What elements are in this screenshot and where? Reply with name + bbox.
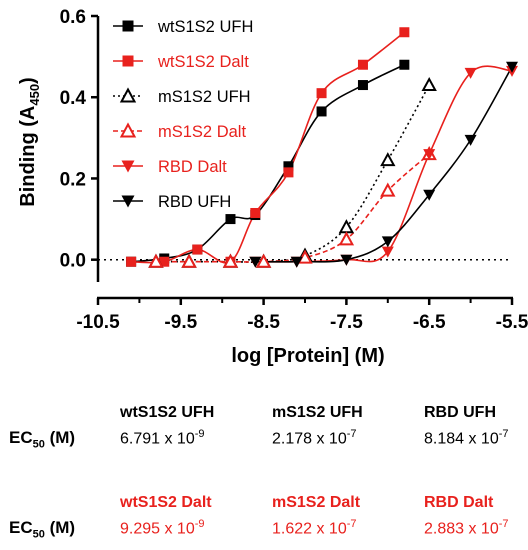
data-point [250,207,261,218]
legend-label: RBD Dalt [158,158,227,176]
data-point [381,236,394,248]
series-line-3 [155,153,430,263]
data-point [340,254,353,266]
ec50-value-wts1s2-ufh: 6.791 x 10-9 [120,428,205,448]
axes: 0.0 0.2 0.4 0.6 -10.5 -9.5 -8.5 -7.5 -6.5 -5.5 [60,7,528,333]
data-point [316,88,327,99]
data-point [148,253,164,268]
y-tick-label: 0.2 [60,169,86,190]
legend-label: RBD UFH [158,193,231,211]
legend-marker [119,87,137,103]
data-point [283,161,294,172]
data-point [181,253,197,268]
legend-marker [121,160,135,173]
ec50-row-label: EC50 (M) [9,518,76,541]
data-point [464,67,477,79]
data-markers [126,27,518,268]
data-point [283,167,294,178]
binding-curve-chart: 0.0 0.2 0.4 0.6 -10.5 -9.5 -8.5 -7.5 -6.5 -5.5 wt… [17,7,528,367]
data-point [192,244,203,255]
data-point [399,59,410,70]
ec50-name-rbd-ufh: RBD UFH [424,404,496,421]
data-point [421,76,437,92]
data-point [290,256,303,268]
data-point [255,253,272,268]
series-line-2 [155,84,430,263]
x-tick-label: -8.5 [247,312,280,333]
legend-label: wtS1S2 Dalt [157,53,249,71]
chart-legend: wtS1S2 UFH wtS1S2 Dalt mS1S2 UFH mS1S2 Dalt… [113,18,253,211]
ec50-name-wts1s2-ufh: wtS1S2 UFH [120,404,215,421]
data-point [423,149,436,161]
x-tick-label: -7.5 [330,312,363,333]
data-point [380,182,396,197]
y-tick-label: 0.4 [60,88,87,109]
x-axis-label: log [Protein] (M) [231,345,384,367]
y-tick-label: 0.6 [60,7,86,28]
legend-label: mS1S2 UFH [158,88,251,106]
legend-marker [122,55,134,67]
data-point [381,246,394,258]
ec50-name-ms1s2-ufh: mS1S2 UFH [272,404,363,421]
data-point [399,27,410,38]
ec50-value-ms1s2-dalt: 1.622 x 10-7 [272,518,357,538]
ec50-value-rbd-ufh: 8.184 x 10-7 [424,428,509,448]
data-point [316,106,327,117]
data-point [126,256,137,267]
data-point [338,231,355,246]
data-point [249,256,262,268]
ec50-value-rbd-dalt: 2.883 x 10-7 [424,518,509,538]
legend-label: mS1S2 Dalt [158,123,246,141]
legend-marker [119,122,137,138]
data-point [159,256,170,267]
data-point [506,61,518,73]
legend-label: wtS1S2 UFH [157,18,253,36]
data-point [222,253,239,268]
data-point [225,214,236,225]
x-tick-label: -6.5 [413,312,446,333]
y-axis-label: Binding (A450) [17,77,42,206]
data-point [423,189,436,201]
legend-marker [122,20,134,32]
data-point [464,134,477,146]
data-point [357,80,368,91]
data-point [357,59,368,70]
ec50-value-wts1s2-dalt: 9.295 x 10-9 [120,518,205,538]
y-tick-label: 0.0 [60,251,86,272]
ec50-name-rbd-dalt: RBD Dalt [424,494,494,511]
x-tick-label: -10.5 [76,312,120,333]
x-tick-label: -9.5 [164,312,197,333]
ec50-name-ms1s2-dalt: mS1S2 Dalt [272,494,361,511]
ec50-name-wts1s2-dalt: wtS1S2 Dalt [120,494,212,511]
data-point [380,152,396,167]
legend-marker [121,195,135,208]
x-tick-label: -5.5 [496,312,528,333]
ec50-row-label: EC50 (M) [9,428,76,451]
ec50-value-ms1s2-ufh: 2.178 x 10-7 [272,428,357,448]
